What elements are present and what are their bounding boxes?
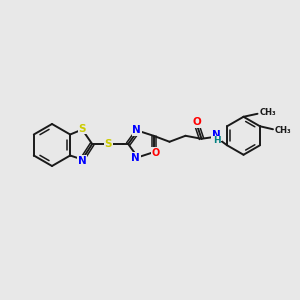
Text: S: S: [104, 139, 112, 149]
Text: O: O: [152, 148, 160, 158]
Text: N: N: [78, 155, 87, 166]
Text: N: N: [131, 153, 140, 163]
Text: CH₃: CH₃: [275, 126, 292, 135]
Text: S: S: [78, 124, 86, 134]
Text: CH₃: CH₃: [260, 108, 276, 117]
Text: N: N: [133, 125, 141, 135]
Text: N: N: [212, 130, 221, 140]
Text: H: H: [213, 136, 220, 145]
Text: O: O: [192, 117, 201, 127]
